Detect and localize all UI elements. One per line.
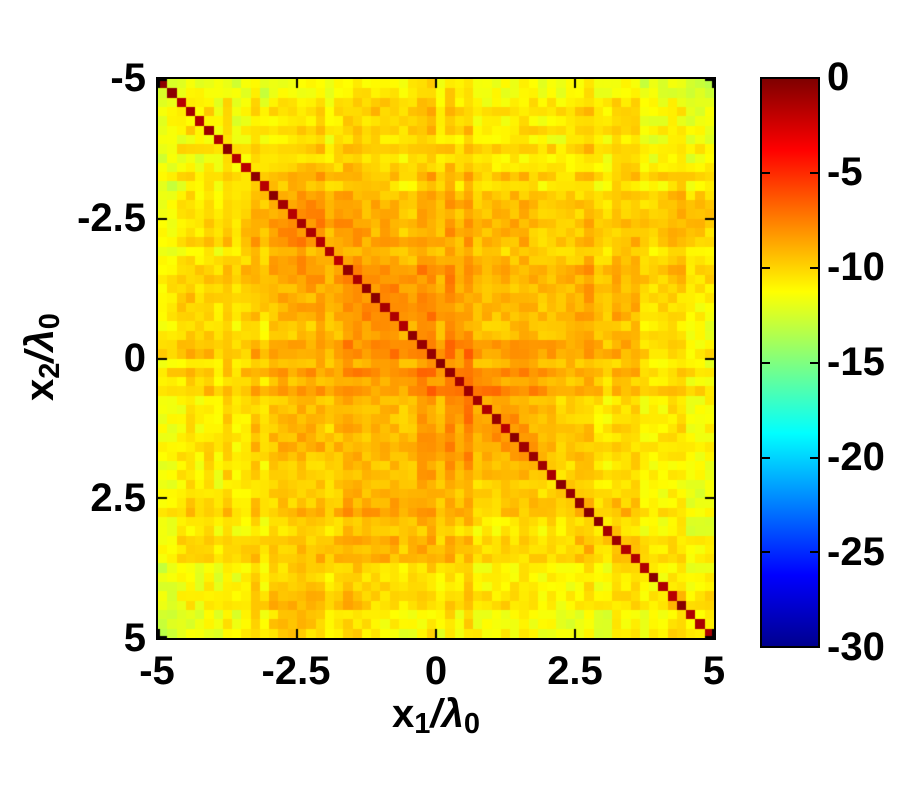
- lambda-symbol: λ: [18, 329, 62, 352]
- x-axis-label-denom-sub: 0: [463, 708, 480, 740]
- y-axis-label-denom-sub: 0: [34, 313, 66, 330]
- colorbar-tick: [762, 456, 770, 459]
- y-axis-label-base: x: [18, 378, 62, 401]
- colorbar-tick: [810, 551, 818, 554]
- colorbar-tick: [762, 361, 770, 364]
- colorbar-tick: [810, 172, 818, 175]
- y-axis-label-separator: /: [18, 351, 62, 363]
- colorbar-tick-label-5: -25: [827, 530, 885, 574]
- y-tick-label-4: 5: [123, 616, 146, 660]
- colorbar-tick: [762, 172, 770, 175]
- y-tick-label-3: 2.5: [90, 476, 146, 520]
- x-tick-label-1: -2.5: [261, 649, 331, 693]
- colorbar-gradient: [762, 79, 818, 646]
- x-tick-label-0: -5: [139, 649, 175, 693]
- colorbar-tick-label-6: -30: [827, 625, 885, 669]
- colorbar: [760, 77, 820, 648]
- x-tick-label-4: 5: [702, 649, 726, 693]
- colorbar-tick-label-1: -5: [827, 150, 863, 194]
- y-tick-label-1: -2.5: [77, 196, 146, 240]
- colorbar-tick: [810, 456, 818, 459]
- colorbar-tick-label-2: -10: [827, 245, 885, 289]
- x-tick-label-2: 0: [424, 649, 448, 693]
- x-tick-label-3: 2.5: [547, 649, 603, 693]
- y-tick-label-0: -5: [110, 56, 146, 100]
- colorbar-tick: [810, 266, 818, 269]
- y-tick-label-2: 0: [123, 336, 146, 380]
- colorbar-tick: [762, 551, 770, 554]
- x-axis-label-separator: /: [430, 692, 442, 736]
- x-axis-label-base: x: [392, 692, 415, 736]
- heatmap-canvas: [158, 79, 714, 638]
- heatmap-plot-area: [156, 77, 716, 640]
- colorbar-tick-label-4: -20: [827, 435, 885, 479]
- colorbar-tick: [762, 266, 770, 269]
- y-axis-label-base-sub: 2: [34, 362, 66, 379]
- x-axis-label-base-sub: 1: [414, 708, 431, 740]
- lambda-symbol: λ: [441, 692, 464, 736]
- x-axis-label: x1/λ0: [336, 692, 536, 739]
- colorbar-tick-label-0: 0: [827, 55, 850, 99]
- colorbar-tick-label-3: -15: [827, 340, 885, 384]
- colorbar-tick: [810, 361, 818, 364]
